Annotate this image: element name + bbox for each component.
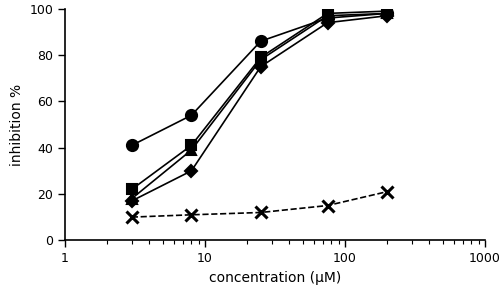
X-axis label: concentration (μM): concentration (μM) xyxy=(209,271,341,285)
Y-axis label: inhibition %: inhibition % xyxy=(10,84,24,166)
